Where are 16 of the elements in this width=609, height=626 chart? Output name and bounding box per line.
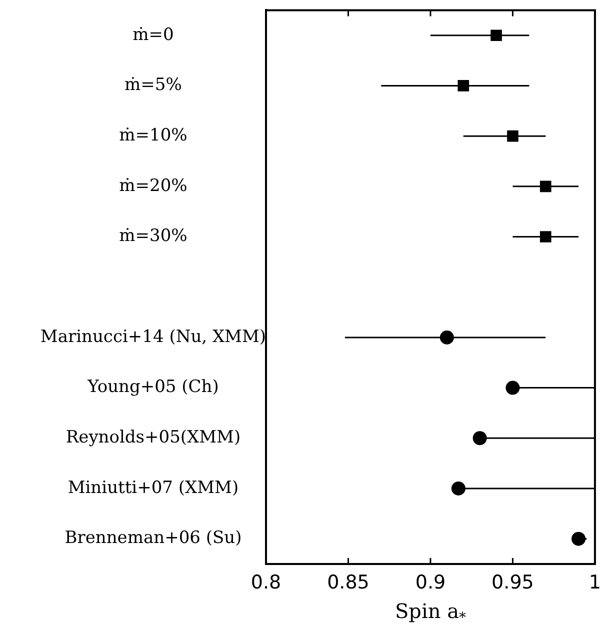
x-tick-label: 0.9 xyxy=(415,571,446,594)
x-tick-label: 0.95 xyxy=(492,571,534,594)
y-tick-label: Young+05 (Ch) xyxy=(86,377,219,398)
y-tick-label: Marinucci+14 (Nu, XMM) xyxy=(40,326,266,347)
y-tick-label: ṁ=20% xyxy=(119,176,188,196)
x-tick-label: 0.8 xyxy=(250,571,282,594)
x-tick-label: 1 xyxy=(588,571,602,594)
y-tick-label: Reynolds+05(XMM) xyxy=(66,428,241,448)
y-tick-label: Brenneman+06 (Su) xyxy=(64,528,242,548)
y-tick-label: ṁ=5% xyxy=(124,75,182,96)
x-tick-label: 0.85 xyxy=(327,571,370,594)
y-tick-label: Miniutti+07 (XMM) xyxy=(68,478,239,498)
y-tick-label: ṁ=30% xyxy=(119,226,188,246)
x-axis-title: Spin a* xyxy=(394,599,466,626)
y-tick-label: ṁ=10% xyxy=(119,125,188,146)
y-tick-label: ṁ=0 xyxy=(132,24,174,45)
